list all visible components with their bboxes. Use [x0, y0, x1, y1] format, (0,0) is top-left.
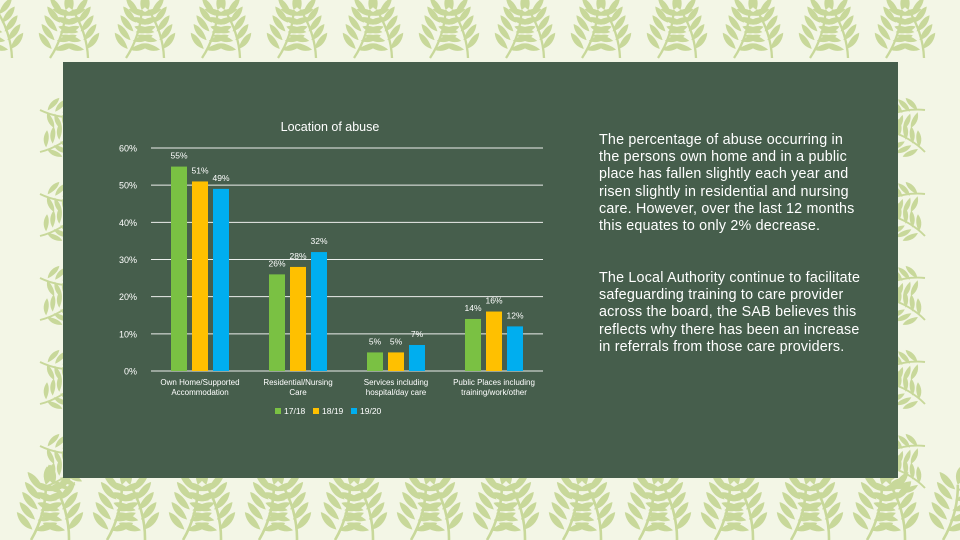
leaf-frond — [128, 0, 176, 59]
bar — [269, 274, 285, 371]
data-label: 5% — [390, 336, 403, 346]
data-label: 26% — [268, 258, 285, 268]
leaf-frond — [640, 464, 692, 540]
bar — [213, 188, 229, 371]
data-label: 49% — [212, 173, 229, 183]
bar — [388, 352, 404, 371]
y-tick-label: 60% — [119, 144, 137, 154]
data-label: 14% — [464, 303, 481, 313]
data-label: 32% — [310, 236, 327, 246]
category-label: Services including — [364, 378, 428, 387]
category-label: Residential/Nursing — [263, 378, 332, 387]
legend-label: 18/19 — [322, 406, 344, 416]
data-label: 12% — [506, 310, 523, 320]
leaf-frond — [584, 0, 632, 59]
leaf-frond — [508, 0, 556, 59]
leaf-frond — [660, 0, 708, 59]
legend-swatch — [313, 408, 319, 414]
category-label: Own Home/Supported — [160, 378, 239, 387]
leaf-frond — [356, 0, 404, 59]
bar — [367, 352, 383, 371]
leaf-frond — [432, 0, 480, 59]
training-paragraph: The Local Authority continue to facilita… — [599, 270, 861, 355]
bar — [409, 344, 425, 371]
leaf-frond — [204, 0, 252, 59]
legend-swatch — [351, 408, 357, 414]
legend-swatch — [275, 408, 281, 414]
leaf-frond — [812, 0, 860, 59]
data-label: 16% — [485, 296, 502, 306]
y-tick-label: 0% — [124, 367, 137, 377]
bar — [311, 252, 327, 371]
y-tick-label: 40% — [119, 218, 137, 228]
leaf-frond — [888, 0, 936, 59]
category-label: training/work/other — [461, 388, 527, 397]
y-tick-label: 50% — [119, 181, 137, 191]
bar — [486, 311, 502, 371]
category-label: Accommodation — [171, 388, 228, 397]
leaf-frond — [32, 464, 84, 540]
bar — [465, 318, 481, 371]
bar — [192, 181, 208, 371]
y-tick-label: 10% — [119, 329, 137, 339]
leaf-frond — [928, 464, 960, 540]
bar — [290, 266, 306, 371]
bar — [171, 166, 187, 371]
leaf-frond — [0, 0, 24, 59]
leaf-frond — [736, 0, 784, 59]
data-label: 55% — [170, 151, 187, 161]
leaf-frond — [108, 464, 160, 540]
bar — [507, 326, 523, 371]
leaf-frond — [280, 0, 328, 59]
summary-paragraph: The percentage of abuse occurring in the… — [599, 132, 855, 235]
legend-label: 17/18 — [284, 406, 306, 416]
data-label: 51% — [191, 165, 208, 175]
data-label: 28% — [289, 251, 306, 261]
chart-title: Location of abuse — [281, 120, 380, 134]
data-label: 5% — [369, 336, 382, 346]
content-panel: Location of abuse 0% 10% 20% 30% 40% 50% 60% 55%… — [63, 62, 898, 478]
leaf-frond — [488, 464, 540, 540]
category-label: Care — [289, 388, 307, 397]
category-label: hospital/day care — [366, 388, 427, 397]
y-tick-label: 20% — [119, 292, 137, 302]
legend-label: 19/20 — [360, 406, 382, 416]
data-label: 7% — [411, 329, 424, 339]
y-tick-label: 30% — [119, 255, 137, 265]
leaf-frond — [52, 0, 100, 59]
bar-chart: Location of abuse 0% 10% 20% 30% 40% 50% 60% 55%… — [119, 120, 543, 416]
category-label: Public Places including — [453, 378, 535, 387]
